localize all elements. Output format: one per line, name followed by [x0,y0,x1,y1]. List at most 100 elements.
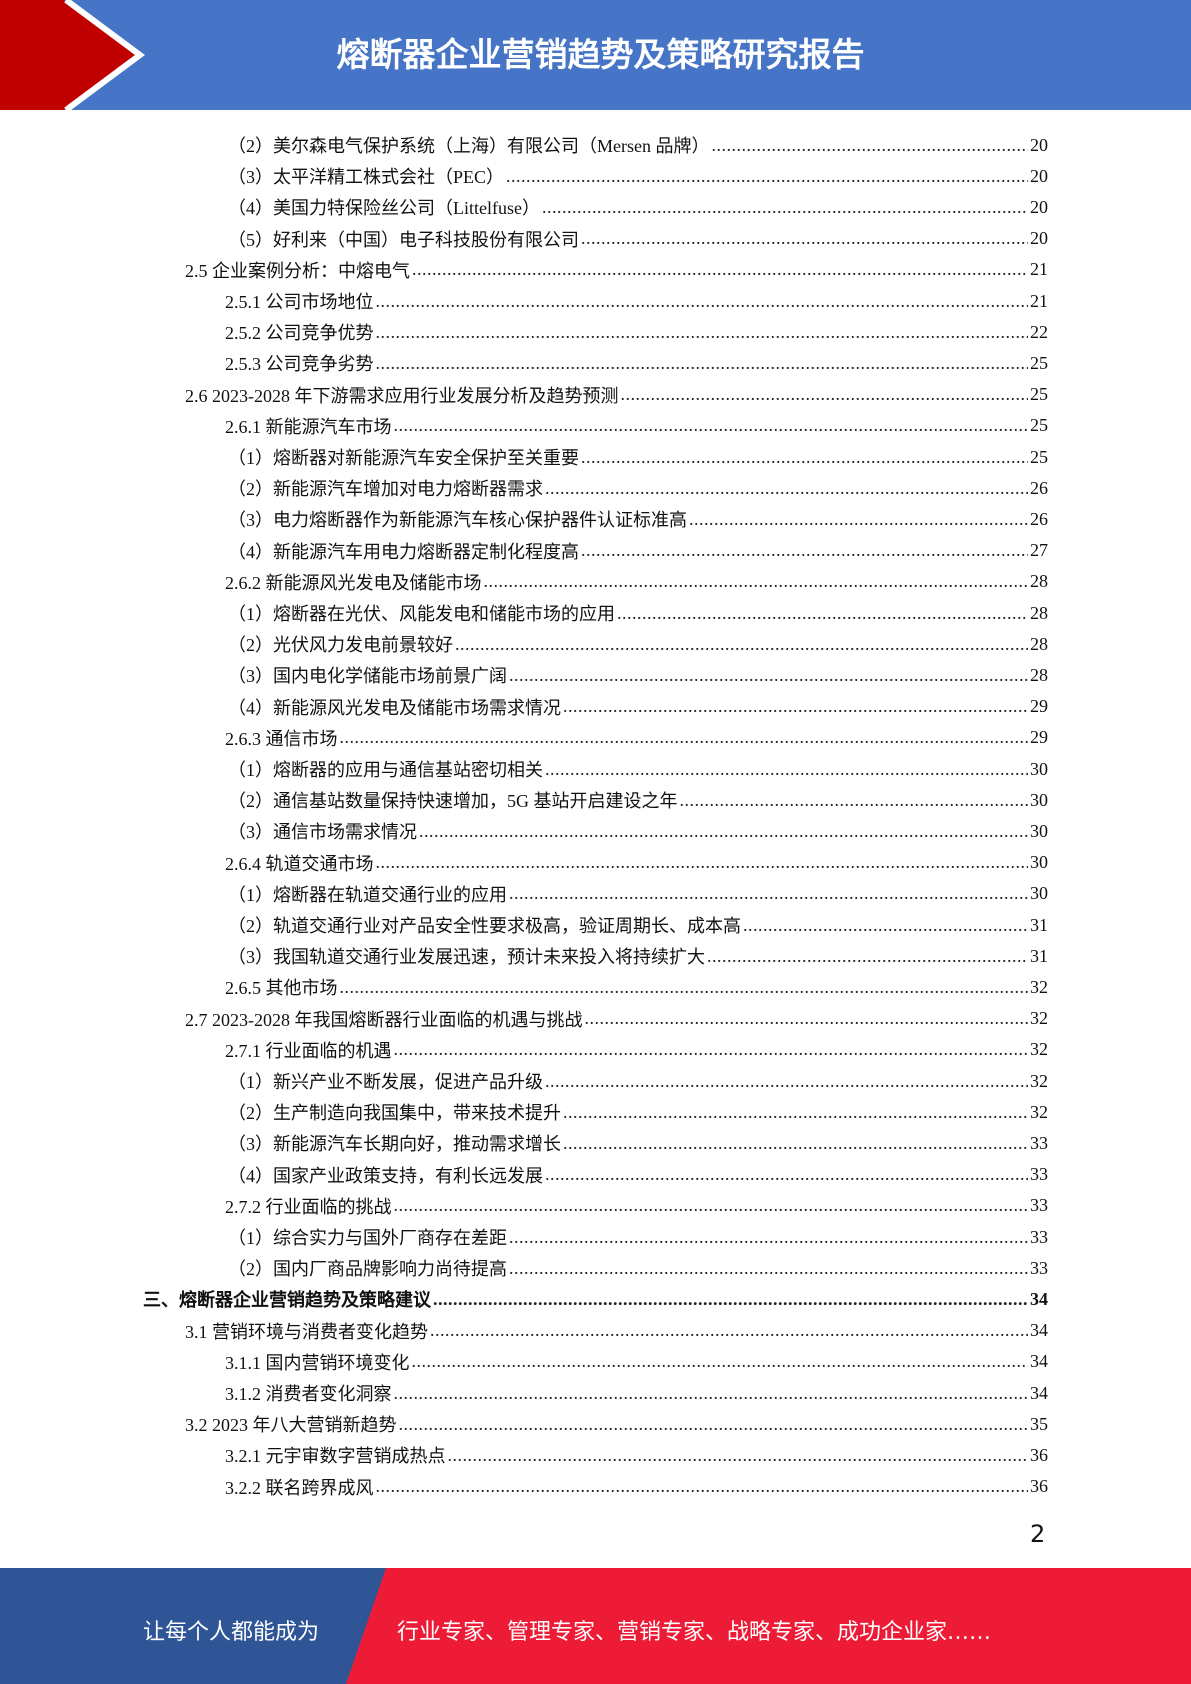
toc-entry[interactable]: 三、熔断器企业营销趋势及策略建议........................… [143,1285,1048,1313]
toc-entry[interactable]: （3）国内电化学储能市场前景广阔........................… [228,661,1048,689]
toc-entry-page: 29 [1030,696,1048,717]
toc-entry[interactable]: 2.7.1 行业面临的机遇...........................… [225,1036,1048,1064]
toc-entry-page: 27 [1030,540,1048,561]
toc-entry[interactable]: 2.5.3 公司竞争劣势............................… [225,349,1048,377]
dot-leader: ........................................… [617,602,1028,623]
toc-entry[interactable]: （1）熔断器在轨道交通行业的应用........................… [228,880,1048,908]
toc-entry[interactable]: （2）生产制造向我国集中，带来技术提升.....................… [228,1098,1048,1126]
toc-entry-page: 33 [1030,1132,1048,1153]
dot-leader: ........................................… [584,1008,1029,1029]
chevron-decoration [0,0,146,110]
dot-leader: ........................................… [339,976,1029,997]
toc-entry[interactable]: （3）太平洋精工株式会社（PEC）.......................… [228,162,1048,190]
toc-entry[interactable]: 2.5.2 公司竞争优势............................… [225,318,1048,346]
dot-leader: ........................................… [581,228,1028,249]
toc-entry[interactable]: （1）熔断器在光伏、风能发电和储能市场的应用..................… [228,599,1048,627]
toc-entry-title: 2.7.1 行业面临的机遇 [225,1040,392,1061]
dot-leader: ........................................… [411,1351,1029,1372]
dot-leader: ........................................… [563,1101,1028,1122]
toc-entry[interactable]: 3.2.2 联名跨界成风............................… [225,1473,1048,1501]
toc-entry-page: 33 [1030,1164,1048,1185]
toc-entry-title: 2.6.1 新能源汽车市场 [225,416,392,437]
toc-entry-page: 28 [1030,571,1048,592]
toc-entry[interactable]: （2）国内厂商品牌影响力尚待提高........................… [228,1254,1048,1282]
toc-entry-title: （3）电力熔断器作为新能源汽车核心保护器件认证标准高 [228,510,687,531]
dot-leader: ........................................… [545,477,1028,498]
toc-entry[interactable]: （3）通信市场需求情况.............................… [228,817,1048,845]
toc-entry-title: 2.6.3 通信市场 [225,728,338,749]
toc-entry[interactable]: 2.6 2023-2028 年下游需求应用行业发展分析及趋势预测........… [185,381,1048,409]
toc-entry[interactable]: （1）综合实力与国外厂商存在差距........................… [228,1223,1048,1251]
dot-leader: ........................................… [563,1132,1028,1153]
toc-entry[interactable]: （3）电力熔断器作为新能源汽车核心保护器件认证标准高..............… [228,505,1048,533]
toc-entry-title: （2）轨道交通行业对产品安全性要求极高，验证周期长、成本高 [228,916,741,936]
toc-entry[interactable]: （5）好利来（中国）电子科技股份有限公司....................… [228,225,1048,253]
toc-entry[interactable]: 3.1.1 国内营销环境变化..........................… [225,1348,1048,1376]
toc-entry[interactable]: （1）熔断器的应用与通信基站密切相关......................… [228,755,1048,783]
toc-entry-title: （4）新能源风光发电及储能市场需求情况 [228,697,561,718]
toc-entry[interactable]: 2.7.2 行业面临的挑战...........................… [225,1192,1048,1220]
toc-entry[interactable]: 2.6.2 新能源风光发电及储能市场......................… [225,568,1048,596]
toc-entry-page: 21 [1030,290,1048,311]
toc-entry-title: 2.6.2 新能源风光发电及储能市场 [225,572,482,593]
toc-entry[interactable]: （4）新能源汽车用电力熔断器定制化程度高....................… [228,537,1048,565]
toc-entry[interactable]: （2）通信基站数量保持快速增加，5G 基站开启建设之年.............… [228,786,1048,814]
toc-entry[interactable]: （2）美尔森电气保护系统（上海）有限公司（Mersen 品牌）.........… [228,131,1048,159]
dot-leader: ........................................… [375,852,1029,873]
dot-leader: ........................................… [375,321,1029,342]
toc-entry-title: （1）新兴产业不断发展，促进产品升级 [228,1072,543,1092]
dot-leader: ........................................… [455,633,1028,654]
toc-entry-page: 34 [1030,1382,1048,1403]
toc-entry[interactable]: 2.5.1 公司市场地位............................… [225,287,1048,315]
dot-leader: ........................................… [679,789,1029,810]
toc-entry[interactable]: 3.1.2 消费者变化洞察...........................… [225,1379,1048,1407]
toc-entry[interactable]: 2.7 2023-2028 年我国熔断器行业面临的机遇与挑战..........… [185,1005,1048,1033]
toc-entry[interactable]: 3.1 营销环境与消费者变化趋势........................… [185,1317,1048,1345]
toc-entry[interactable]: （3）新能源汽车长期向好，推动需求增长.....................… [228,1129,1048,1157]
toc-entry-title: （1）熔断器的应用与通信基站密切相关 [228,760,543,780]
toc-entry-title: 2.5 企业案例分析：中熔电气 [185,260,410,281]
dot-leader: ........................................… [430,1320,1028,1341]
toc-entry-title: 2.7 2023-2028 年我国熔断器行业面临的机遇与挑战 [185,1009,583,1030]
toc-entry-title: （4）新能源汽车用电力熔断器定制化程度高 [228,541,579,562]
toc-entry-title: （1）熔断器在光伏、风能发电和储能市场的应用 [228,604,615,624]
toc-entry[interactable]: 3.2 2023 年八大营销新趋势.......................… [185,1410,1048,1438]
toc-entry-page: 32 [1030,1101,1048,1122]
toc-entry[interactable]: 3.2.1 元宇审数字营销成热点........................… [225,1441,1048,1469]
toc-entry-title: （2）生产制造向我国集中，带来技术提升 [228,1103,561,1124]
dot-leader: ........................................… [393,1039,1029,1060]
toc-entry[interactable]: 2.5 企业案例分析：中熔电气.........................… [185,256,1048,284]
dot-leader: ........................................… [412,259,1028,280]
toc-entry[interactable]: （3）我国轨道交通行业发展迅速，预计未来投入将持续扩大.............… [228,942,1048,970]
toc-entry-page: 20 [1030,134,1048,155]
toc-entry-page: 21 [1030,259,1048,280]
toc-entry-title: 2.5.3 公司竞争劣势 [225,354,374,375]
header-band: 熔断器企业营销趋势及策略研究报告 [0,0,1191,110]
toc-entry-page: 28 [1030,602,1048,623]
toc-entry[interactable]: （2）新能源汽车增加对电力熔断器需求......................… [228,474,1048,502]
toc-entry[interactable]: （1）新兴产业不断发展，促进产品升级......................… [228,1067,1048,1095]
toc-entry-page: 20 [1030,196,1048,217]
dot-leader: ........................................… [393,1195,1029,1216]
toc-entry[interactable]: （4）美国力特保险丝公司（Littelfuse）................… [228,193,1048,221]
toc-entry[interactable]: （4）新能源风光发电及储能市场需求情况.....................… [228,693,1048,721]
toc-entry[interactable]: （1）熔断器对新能源汽车安全保护至关重要....................… [228,443,1048,471]
toc-entry[interactable]: 2.6.1 新能源汽车市场...........................… [225,412,1048,440]
toc-entry-title: 2.6.4 轨道交通市场 [225,853,374,874]
toc-entry[interactable]: 2.6.3 通信市场..............................… [225,724,1048,752]
toc-entry[interactable]: 2.6.4 轨道交通市场............................… [225,849,1048,877]
toc-entry[interactable]: （2）轨道交通行业对产品安全性要求极高，验证周期长、成本高...........… [228,911,1048,939]
toc-entry[interactable]: 2.6.5 其他市场..............................… [225,973,1048,1001]
toc-entry-page: 25 [1030,415,1048,436]
toc-entry-title: 3.2.1 元宇审数字营销成热点 [225,1446,446,1467]
toc-entry-page: 25 [1030,352,1048,373]
toc-entry-title: 3.2.2 联名跨界成风 [225,1477,374,1498]
toc-entry-page: 20 [1030,165,1048,186]
toc-entry-title: （3）通信市场需求情况 [228,822,417,843]
toc-entry-title: （1）综合实力与国外厂商存在差距 [228,1228,507,1248]
toc-entry-page: 29 [1030,727,1048,748]
toc-entry[interactable]: （4）国家产业政策支持，有利长远发展......................… [228,1161,1048,1189]
toc-entry[interactable]: （2）光伏风力发电前景较好...........................… [228,630,1048,658]
toc-entry-page: 30 [1030,820,1048,841]
report-title: 熔断器企业营销趋势及策略研究报告 [336,35,865,74]
